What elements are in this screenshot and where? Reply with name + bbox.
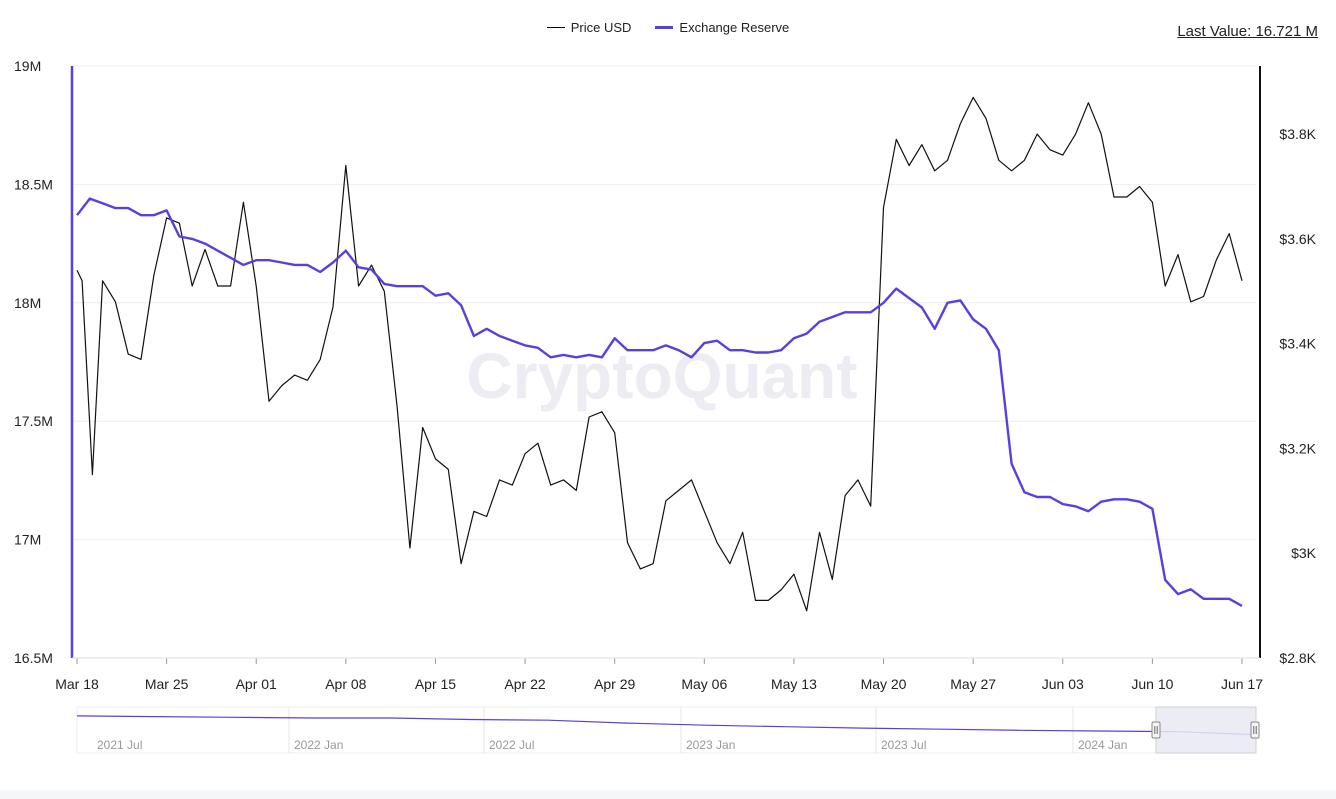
- navigator-handle[interactable]: [1250, 721, 1260, 739]
- x-tick-label: Jun 17: [1221, 676, 1263, 692]
- x-tick-label: Jun 03: [1042, 676, 1084, 692]
- watermark-logo: CryptoQuant: [466, 340, 857, 412]
- x-tick-label: Apr 15: [415, 676, 456, 692]
- y-left-tick-label: 19M: [14, 58, 41, 74]
- x-tick-label: Mar 18: [55, 676, 99, 692]
- y-right-tick-label: $2.8K: [1279, 650, 1316, 666]
- range-navigator[interactable]: 2021 Jul 2022 Jan 2022 Jul 2023 Jan 2023 Jul…: [76, 706, 1260, 754]
- navigator-handle[interactable]: [1151, 721, 1161, 739]
- legend-price-label: Price USD: [570, 20, 632, 35]
- x-tick-label: Apr 01: [236, 676, 277, 692]
- navigator-label: 2022 Jan: [294, 738, 343, 752]
- navigator-label: 2023 Jan: [686, 738, 735, 752]
- x-tick-label: May 27: [950, 676, 996, 692]
- x-tick-label: Jun 10: [1131, 676, 1173, 692]
- legend-item-price[interactable]: Price USD: [546, 20, 632, 35]
- chart-legend: Price USD Exchange Reserve: [0, 20, 1336, 35]
- axes: 16.5M 17M 17.5M 18M 18.5M 19M $2.8K $3K $3.2K $3.…: [14, 58, 1317, 692]
- y-right-tick-label: $3K: [1291, 545, 1317, 561]
- x-tick-label: May 13: [771, 676, 817, 692]
- y-right-tick-label: $3.4K: [1279, 336, 1316, 352]
- navigator-label: 2022 Jul: [489, 738, 534, 752]
- navigator-selection[interactable]: [1155, 706, 1257, 754]
- navigator-label: 2024 Jan: [1078, 738, 1127, 752]
- x-tick-label: Apr 29: [594, 676, 635, 692]
- x-tick-label: Apr 22: [504, 676, 545, 692]
- x-tick-label: Apr 08: [325, 676, 366, 692]
- y-left-tick-label: 17.5M: [14, 413, 53, 429]
- navigator-frame: [76, 706, 1257, 754]
- series-line-price: [76, 96, 1243, 612]
- legend-reserve-label: Exchange Reserve: [679, 20, 790, 35]
- series-lines: [76, 96, 1243, 612]
- y-right-tick-label: $3.6K: [1279, 231, 1316, 247]
- navigator-label: 2023 Jul: [881, 738, 926, 752]
- series-line-exchange-reserve: [76, 197, 1243, 607]
- navigator-label: 2021 Jul: [97, 738, 142, 752]
- legend-item-reserve[interactable]: Exchange Reserve: [655, 20, 789, 35]
- footer-strip: [0, 790, 1336, 799]
- x-tick-label: May 06: [681, 676, 727, 692]
- y-left-tick-label: 17M: [14, 532, 41, 548]
- last-value-readout: Last Value: 16.721 M: [1177, 23, 1318, 40]
- x-tick-label: Mar 25: [145, 676, 189, 692]
- y-left-tick-label: 18.5M: [14, 176, 53, 192]
- price-swatch-icon: [546, 27, 565, 28]
- y-right-tick-label: $3.2K: [1279, 440, 1316, 456]
- y-left-tick-label: 18M: [14, 295, 41, 311]
- navigator-series-line: [76, 715, 1257, 736]
- y-left-tick-label: 16.5M: [14, 650, 53, 666]
- x-tick-label: May 20: [861, 676, 907, 692]
- reserve-swatch-icon: [655, 26, 674, 29]
- y-right-tick-label: $3.8K: [1279, 126, 1316, 142]
